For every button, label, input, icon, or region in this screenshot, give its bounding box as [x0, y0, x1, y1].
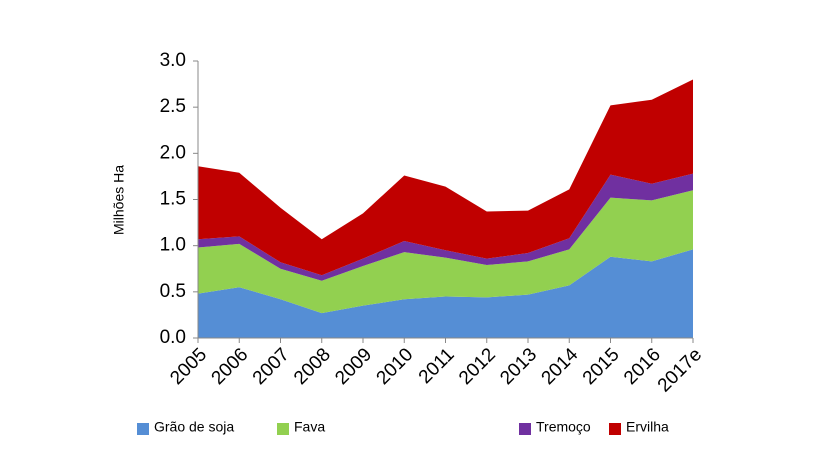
legend-label: Fava: [294, 419, 325, 435]
legend-label: Tremoço: [536, 419, 591, 435]
y-tick-label: 2.5: [160, 96, 186, 117]
legend-label: Ervilha: [626, 419, 669, 435]
legend-swatch: [277, 423, 289, 435]
x-tick-label: 2006: [208, 344, 253, 389]
y-tick-label: 0.5: [160, 281, 186, 302]
x-tick-label: 2010: [373, 344, 418, 389]
y-tick-label: 1.0: [160, 235, 186, 256]
y-tick-label: 0.0: [160, 327, 186, 348]
area: [198, 79, 693, 276]
area: [198, 249, 693, 338]
legend-label: Grão de soja: [154, 419, 234, 435]
x-tick-label: 2015: [579, 344, 624, 389]
x-tick-label: 2012: [455, 344, 500, 389]
y-tick-label: 2.0: [160, 142, 186, 163]
area: [198, 190, 693, 314]
x-tick-label: 2011: [415, 344, 459, 388]
legend-swatch: [609, 423, 621, 435]
y-tick-label: 3.0: [160, 50, 186, 71]
x-tick-label: 2007: [249, 344, 294, 389]
y-axis-label: Milhões Ha: [111, 165, 127, 235]
x-tick-label: 2009: [331, 344, 376, 389]
area: [198, 173, 693, 281]
y-tick-label: 1.5: [160, 189, 186, 210]
legend-swatch: [137, 423, 149, 435]
legend-swatch: [519, 423, 531, 435]
x-tick-label: 2017e: [654, 344, 706, 396]
x-tick-label: 2005: [166, 344, 211, 389]
x-tick-label: 2008: [290, 344, 335, 389]
x-tick-label: 2014: [538, 344, 583, 389]
x-tick-label: 2013: [496, 344, 541, 389]
